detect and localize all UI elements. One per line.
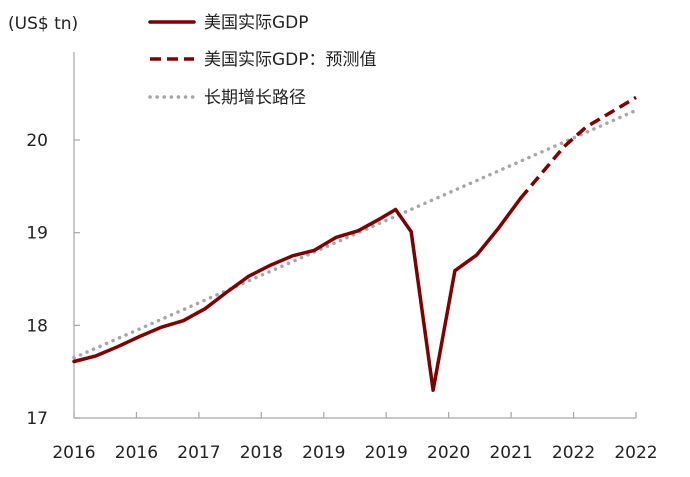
x-tick-label: 2019 <box>302 443 345 463</box>
legend-label: 美国实际GDP：预测值 <box>204 50 377 70</box>
x-tick-label: 2022 <box>552 443 595 463</box>
series-line-dotted <box>72 108 638 360</box>
x-tick-label: 2016 <box>115 443 158 463</box>
y-tick-label: 19 <box>26 224 48 244</box>
x-axis-ticks: 2016 2016 2017 2018 2019 2019 2020 2021 2022 2022 <box>52 412 658 463</box>
y-axis-ticks: 17 18 19 20 <box>26 131 80 429</box>
y-tick-label: 20 <box>26 131 48 151</box>
series-layer <box>72 95 638 392</box>
x-tick-label: 2019 <box>365 443 408 463</box>
x-tick-label: 2016 <box>52 443 95 463</box>
x-tick-label: 2021 <box>489 443 532 463</box>
series-line-solid <box>72 196 523 392</box>
x-tick-label: 2022 <box>614 443 657 463</box>
legend-label: 长期增长路径 <box>204 88 306 108</box>
y-axis-unit-label: (US$ tn) <box>8 14 78 34</box>
x-tick-label: 2017 <box>177 443 220 463</box>
x-tick-label: 2018 <box>240 443 283 463</box>
y-tick-label: 18 <box>26 316 48 336</box>
legend-label: 美国实际GDP <box>204 13 309 33</box>
y-tick-label: 17 <box>26 409 48 429</box>
x-tick-label: 2020 <box>427 443 470 463</box>
series-line-dashed <box>519 95 637 200</box>
